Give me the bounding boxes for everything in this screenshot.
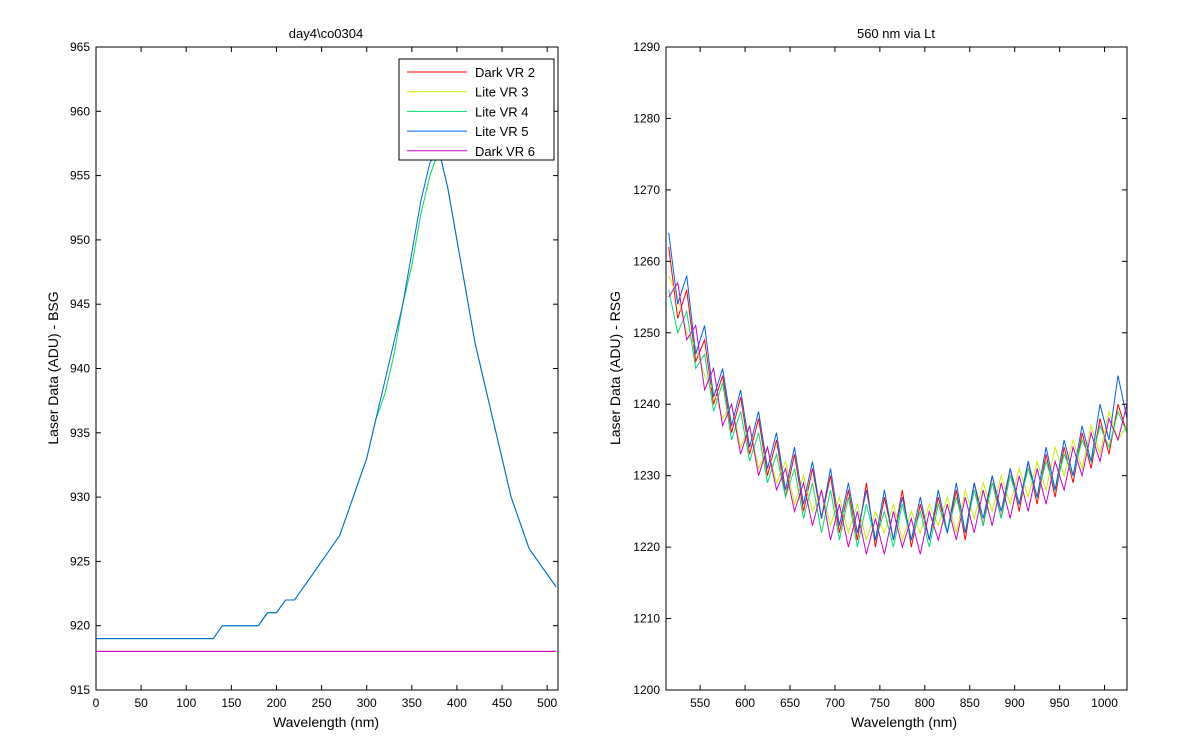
left-series-line-4 (96, 148, 557, 640)
right-ytick-label: 1240 (633, 397, 660, 411)
left-chart-xlabel: Wavelength (nm) (273, 714, 379, 730)
left-ytick-label: 965 (70, 40, 90, 54)
right-xtick-label: 850 (960, 696, 980, 710)
right-axes-box (665, 46, 1128, 691)
right-ytick-label: 1250 (633, 326, 660, 340)
right-ytick-label: 1200 (633, 683, 660, 697)
left-ytick-label: 930 (70, 490, 90, 504)
right-xtick-label: 600 (735, 696, 755, 710)
right-series-line-3 (668, 289, 1128, 548)
left-xtick-label: 50 (134, 696, 148, 710)
left-xtick-label: 250 (312, 696, 332, 710)
left-ytick-label: 920 (70, 619, 90, 633)
left-xtick-label: 200 (266, 696, 286, 710)
legend-entry-5: Dark VR 6 (475, 144, 535, 159)
left-ytick-label: 935 (70, 426, 90, 440)
legend-entry-1: Dark VR 2 (475, 65, 535, 80)
right-xtick-label: 950 (1050, 696, 1070, 710)
left-xtick-label: 400 (447, 696, 467, 710)
right-chart-xlabel: Wavelength (nm) (851, 714, 957, 730)
left-xtick-label: 300 (357, 696, 377, 710)
left-chart-title: day4\co0304 (289, 26, 363, 41)
right-series-line-4 (668, 232, 1128, 541)
right-xtick-label: 550 (690, 696, 710, 710)
right-chart-ticks: 550 600 650 700 750 800 850 900 950 1000 1200 1210 1… (633, 40, 1127, 710)
left-ytick-label: 945 (70, 297, 90, 311)
right-xtick-label: 800 (915, 696, 935, 710)
left-xtick-label: 500 (537, 696, 557, 710)
left-xtick-label: 100 (176, 696, 196, 710)
right-series-line-5 (668, 281, 1128, 555)
left-ytick-label: 960 (70, 104, 90, 118)
left-ytick-label: 940 (70, 362, 90, 376)
left-chart: day4\co0304 Laser Data (ADU) - BSG Wavel… (45, 26, 559, 730)
left-ytick-label: 955 (70, 169, 90, 183)
left-xtick-label: 150 (221, 696, 241, 710)
right-xtick-label: 1000 (1091, 696, 1118, 710)
left-ytick-label: 950 (70, 233, 90, 247)
right-chart-title: 560 nm via Lt (857, 26, 935, 41)
legend-entry-3: Lite VR 4 (475, 104, 528, 119)
right-chart-ylabel: Laser Data (ADU) - RSG (607, 291, 623, 445)
right-ytick-label: 1290 (633, 40, 660, 54)
legend-entry-4: Lite VR 5 (475, 124, 528, 139)
right-chart: 560 nm via Lt Laser Data (ADU) - RSG Wav… (607, 26, 1128, 730)
right-xtick-label: 700 (825, 696, 845, 710)
left-chart-ticks: 0 50 100 150 200 250 300 350 400 450 500 915 920 925 9… (70, 40, 558, 710)
left-chart-ylabel: Laser Data (ADU) - BSG (45, 291, 61, 444)
legend-entry-2: Lite VR 3 (475, 85, 528, 100)
right-ytick-label: 1210 (633, 612, 660, 626)
left-chart-legend: Dark VR 2 Lite VR 3 Lite VR 4 Lite VR 5 Dark… (398, 58, 555, 161)
right-ytick-label: 1220 (633, 540, 660, 554)
right-xtick-label: 750 (870, 696, 890, 710)
left-ytick-label: 925 (70, 554, 90, 568)
right-ytick-label: 1280 (633, 111, 660, 125)
right-xtick-label: 650 (780, 696, 800, 710)
legend-box (398, 58, 555, 161)
left-xtick-label: 0 (93, 696, 100, 710)
left-xtick-label: 350 (402, 696, 422, 710)
right-xtick-label: 900 (1005, 696, 1025, 710)
right-ytick-label: 1260 (633, 254, 660, 268)
right-ytick-label: 1230 (633, 469, 660, 483)
right-chart-plot-area (665, 46, 1128, 691)
left-ytick-label: 915 (70, 683, 90, 697)
right-ytick-label: 1270 (633, 183, 660, 197)
left-xtick-label: 450 (492, 696, 512, 710)
